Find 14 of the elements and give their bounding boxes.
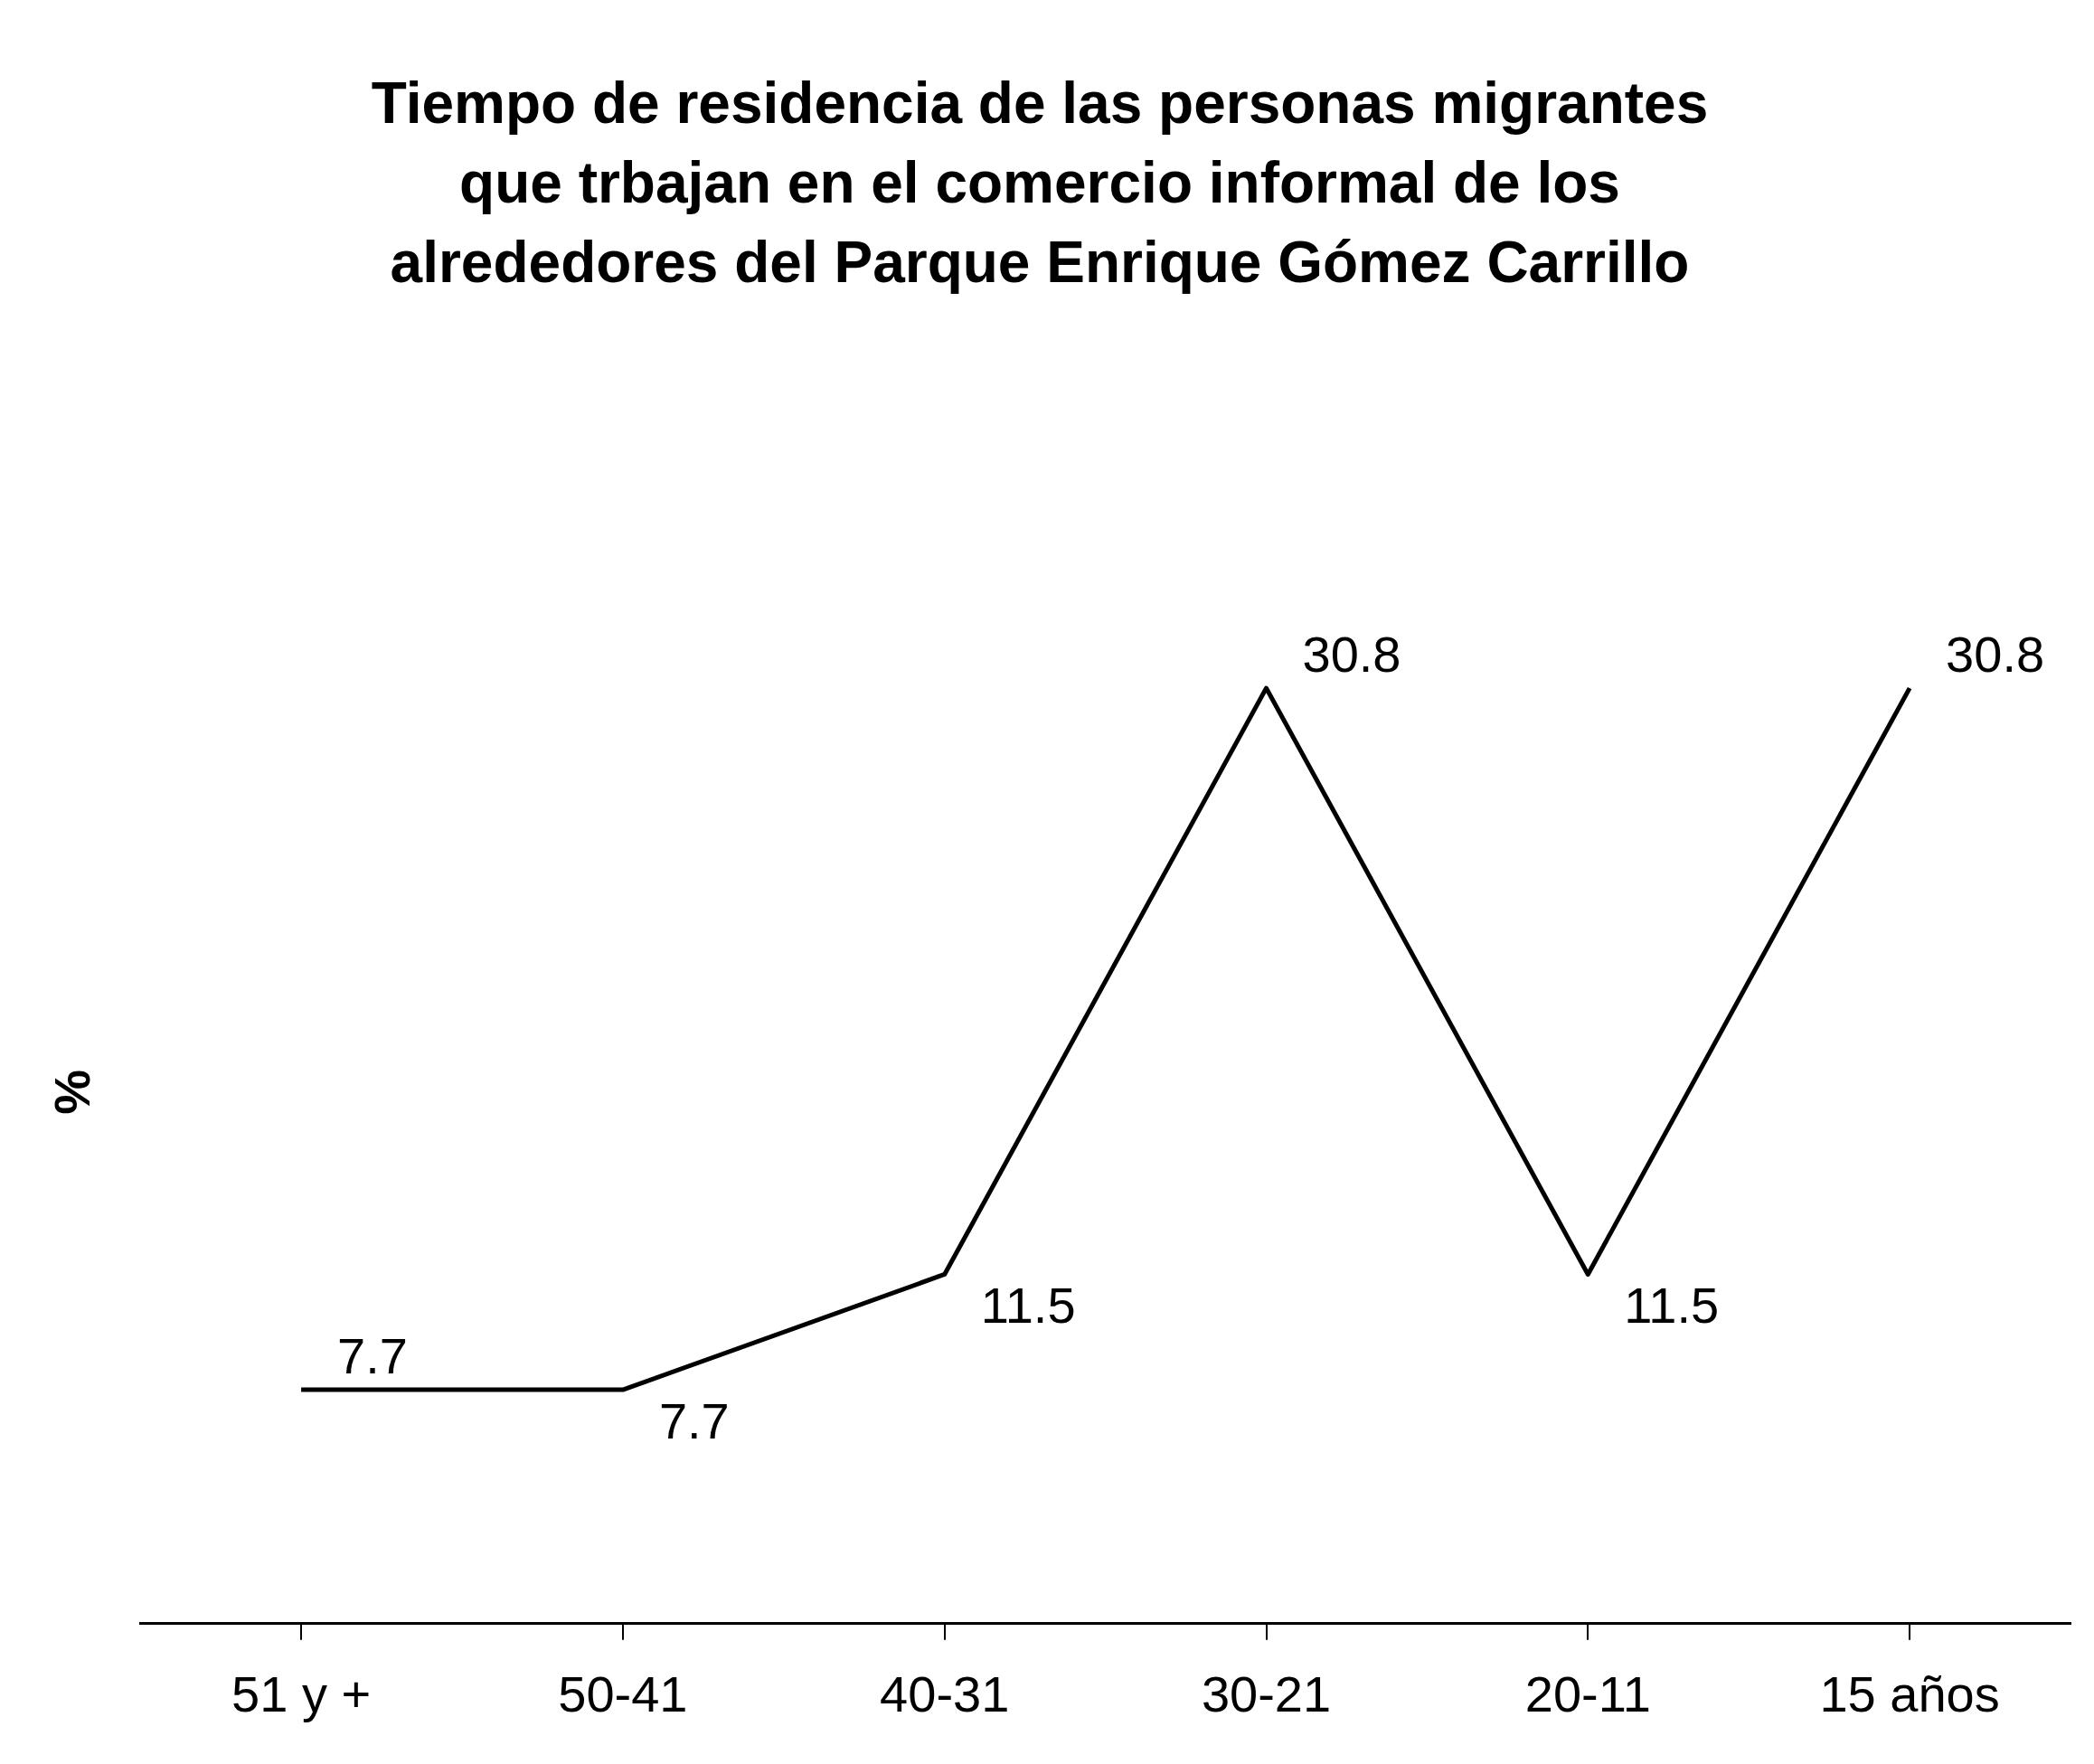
x-tick-label: 51 y + [231,1665,372,1722]
data-label: 30.8 [1302,625,1401,683]
data-label: 30.8 [1946,625,2045,683]
data-label: 11.5 [980,1276,1076,1334]
x-tick-label: 20-11 [1524,1665,1651,1722]
x-tick-label: 30-21 [1201,1665,1332,1722]
chart-title: Tiempo de residencia de las personas migrantes que trbajan en el comercio informal de los alrededores del Parque Enrique Gómez Carrillo [370,70,1710,297]
y-axis-title: % [43,1070,101,1115]
data-label: 7.7 [337,1326,408,1384]
x-tick-label: 40-31 [880,1665,1010,1722]
x-tick-label: 15 años [1819,1665,2000,1722]
data-label: 7.7 [658,1391,730,1449]
x-tick-label: 50-41 [558,1665,688,1722]
data-label: 11.5 [1624,1276,1720,1334]
